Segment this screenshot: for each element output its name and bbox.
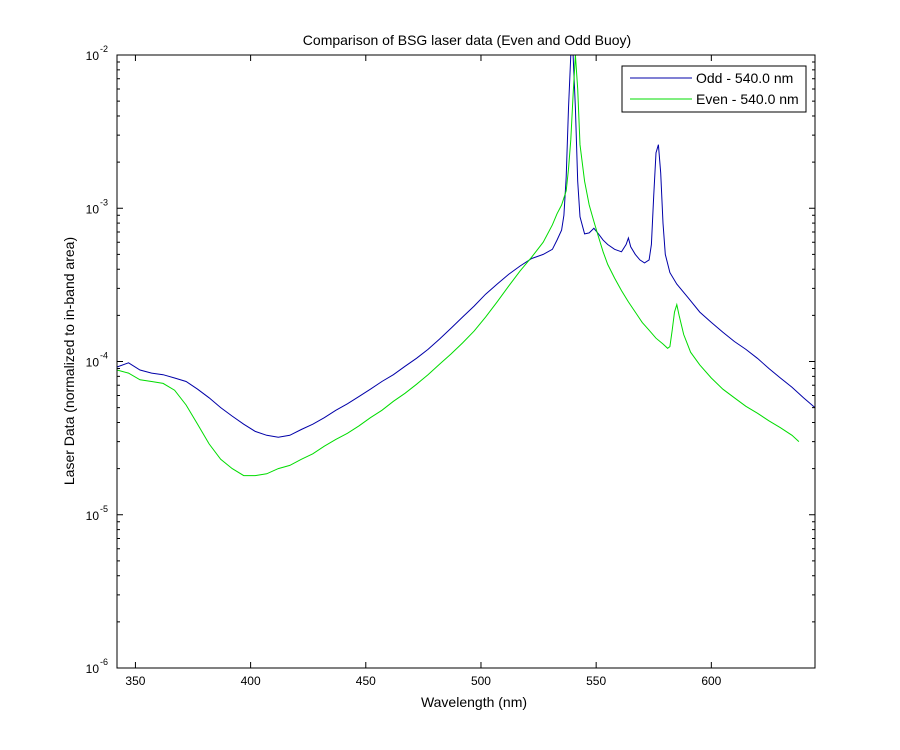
series-layer bbox=[116, 54, 816, 477]
legend-label-odd: Odd - 540.0 nm bbox=[696, 70, 793, 86]
legend-box bbox=[621, 65, 807, 113]
y-tick-exponent: -2 bbox=[100, 44, 108, 54]
x-axis-title: Wavelength (nm) bbox=[421, 694, 527, 710]
y-tick-exponent: -5 bbox=[100, 504, 108, 514]
y-tick-label: 10 bbox=[86, 49, 100, 63]
series-line-odd bbox=[116, 54, 816, 438]
x-tick-label: 500 bbox=[471, 674, 491, 688]
y-axis: 10-610-510-410-310-2 bbox=[86, 44, 815, 676]
chart-title: Comparison of BSG laser data (Even and O… bbox=[303, 32, 631, 48]
y-tick-label: 10 bbox=[86, 202, 100, 216]
y-tick-label: 10 bbox=[86, 509, 100, 523]
y-tick-label: 10 bbox=[86, 356, 100, 370]
x-tick-label: 350 bbox=[125, 674, 145, 688]
x-tick-label: 400 bbox=[241, 674, 261, 688]
y-tick-exponent: -6 bbox=[100, 657, 108, 667]
legend-label-even: Even - 540.0 nm bbox=[696, 91, 799, 107]
x-tick-label: 450 bbox=[356, 674, 376, 688]
y-tick-label: 10 bbox=[86, 662, 100, 676]
x-tick-label: 600 bbox=[701, 674, 721, 688]
legend: Odd - 540.0 nm Even - 540.0 nm bbox=[621, 65, 807, 113]
x-axis: 350 400 450 500 550 600 bbox=[125, 55, 722, 688]
y-tick-exponent: -4 bbox=[100, 351, 108, 361]
series-line-even bbox=[116, 54, 800, 477]
x-tick-label: 550 bbox=[586, 674, 606, 688]
y-axis-title: Laser Data (normalized to in-band area) bbox=[61, 237, 77, 485]
plot-area bbox=[117, 55, 815, 668]
y-tick-exponent: -3 bbox=[100, 197, 108, 207]
